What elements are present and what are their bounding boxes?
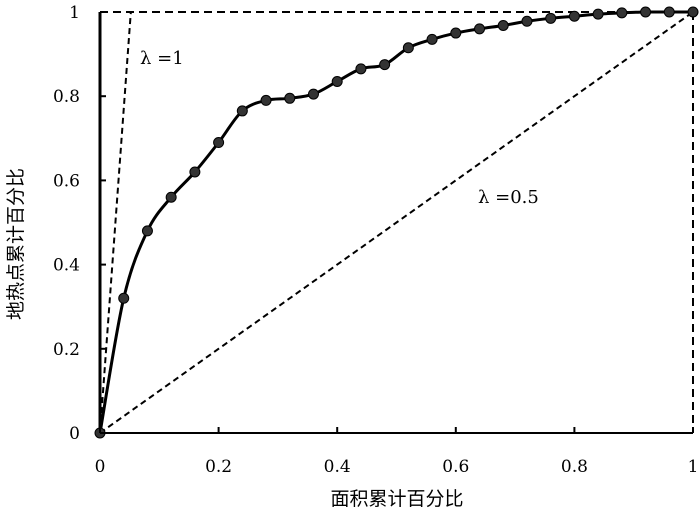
reference-line-label: λ =0.5 (478, 187, 539, 208)
y-tick-label: 1 (69, 3, 80, 23)
x-tick-label: 0.6 (442, 457, 469, 477)
reference-line-2 (99, 11, 694, 434)
data-point (141, 225, 153, 237)
data-point (640, 6, 652, 18)
reference-line-1 (99, 11, 132, 434)
data-point (616, 7, 628, 19)
data-point (592, 8, 604, 20)
x-tick-label: 1 (688, 457, 699, 477)
data-point (307, 88, 319, 100)
y-tick-label: 0.2 (53, 340, 80, 360)
data-point (236, 105, 248, 117)
x-tick-label: 0.2 (205, 457, 232, 477)
data-point (260, 94, 272, 106)
data-point (450, 27, 462, 39)
data-point (687, 6, 699, 18)
data-point (118, 292, 130, 304)
data-point (165, 191, 177, 203)
data-point (355, 63, 367, 75)
data-point (497, 19, 509, 31)
data-point (379, 59, 391, 71)
data-point (521, 15, 533, 27)
data-point (545, 12, 557, 24)
x-tick-label: 0 (95, 457, 106, 477)
y-tick-label: 0.6 (53, 171, 80, 191)
data-point (663, 6, 675, 18)
data-point (426, 33, 438, 45)
data-point (284, 92, 296, 104)
data-point (402, 42, 414, 54)
data-point (474, 23, 486, 35)
data-point (568, 10, 580, 22)
x-tick-label: 0.4 (324, 457, 351, 477)
data-point (213, 137, 225, 149)
y-axis-title: 地热点累计百分比 (5, 168, 27, 320)
x-axis-title: 面积累计百分比 (330, 488, 463, 510)
data-point (189, 166, 201, 178)
y-tick-label: 0 (69, 424, 80, 444)
data-point (331, 75, 343, 87)
reference-line-label: λ =1 (140, 48, 184, 69)
y-tick-label: 0.4 (53, 256, 80, 276)
y-tick-label: 0.8 (53, 87, 80, 107)
x-tick-label: 0.8 (561, 457, 588, 477)
